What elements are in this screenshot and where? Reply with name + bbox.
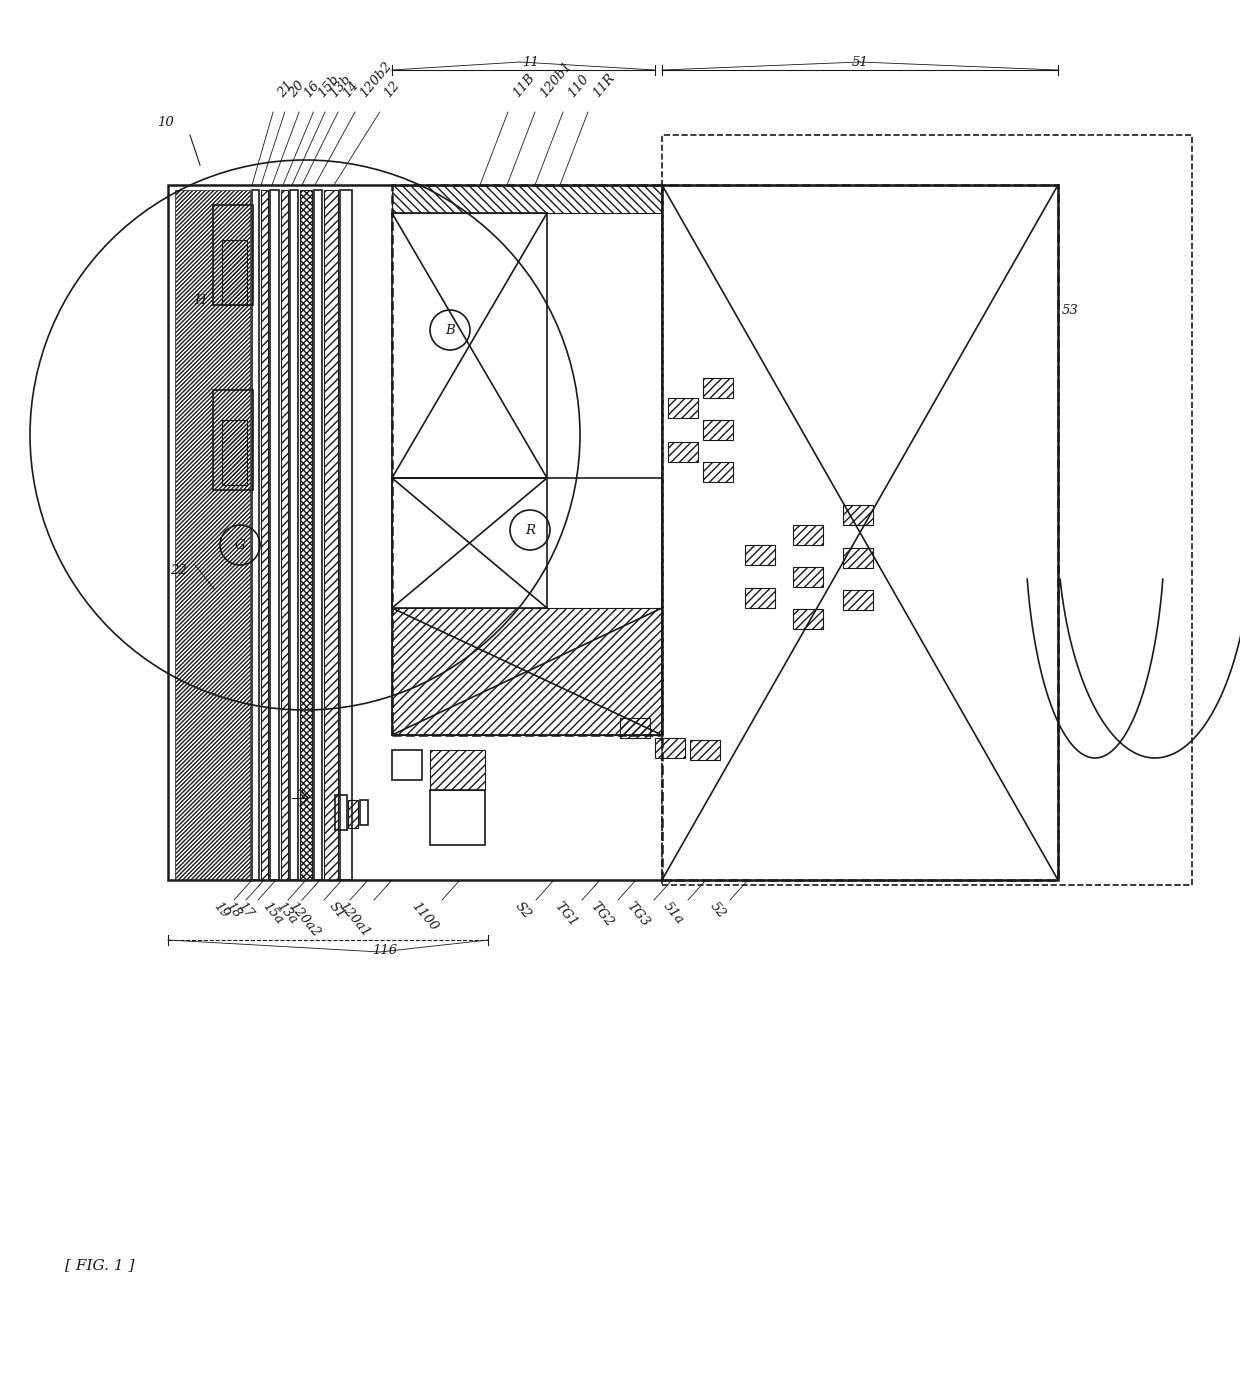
Text: 11R: 11R (590, 71, 618, 100)
Bar (392, 185, 662, 735)
Text: 120a2: 120a2 (285, 900, 322, 940)
Text: TG1: TG1 (552, 900, 580, 930)
Text: 11B: 11B (510, 71, 537, 100)
Bar (794, 609, 823, 629)
Bar (260, 190, 268, 879)
Bar (270, 190, 279, 879)
Bar (392, 213, 547, 478)
Bar (360, 800, 368, 824)
Text: H: H (195, 294, 206, 306)
Bar (794, 567, 823, 587)
Text: 12: 12 (382, 78, 403, 100)
Text: TG2: TG2 (588, 900, 616, 930)
Bar (392, 750, 422, 780)
Text: 110: 110 (565, 73, 591, 100)
Text: 53: 53 (1061, 304, 1079, 316)
Bar (290, 190, 298, 879)
Bar (430, 750, 485, 790)
Bar (703, 462, 733, 482)
Text: 16: 16 (301, 78, 322, 100)
Bar (662, 135, 1192, 885)
Text: 120a1: 120a1 (336, 900, 372, 940)
Text: 18: 18 (223, 900, 244, 921)
Bar (843, 548, 873, 567)
Text: 116: 116 (372, 944, 398, 956)
Text: 13a: 13a (274, 900, 300, 927)
Bar (620, 719, 650, 738)
Bar (703, 420, 733, 440)
Text: 19: 19 (211, 900, 232, 921)
Text: 17: 17 (236, 900, 255, 921)
Text: 22: 22 (170, 563, 186, 577)
Bar (222, 420, 247, 485)
Bar (222, 240, 247, 305)
Bar (252, 190, 259, 879)
Text: B: B (445, 323, 455, 337)
Bar (324, 190, 339, 879)
Text: 15a: 15a (260, 900, 286, 927)
Bar (392, 609, 662, 735)
Bar (794, 525, 823, 545)
Bar (213, 390, 253, 491)
Bar (392, 478, 547, 609)
Text: 51a: 51a (660, 900, 686, 927)
Text: TG3: TG3 (624, 900, 652, 930)
Text: 13b: 13b (327, 73, 353, 100)
Text: 15b: 15b (315, 73, 341, 100)
Text: [ FIG. 1 ]: [ FIG. 1 ] (66, 1259, 135, 1272)
Text: 120b1: 120b1 (537, 59, 574, 100)
Bar (340, 190, 352, 879)
Bar (335, 796, 347, 830)
Bar (703, 378, 733, 398)
Text: 120b2: 120b2 (357, 59, 394, 100)
Bar (843, 506, 873, 525)
Text: 14: 14 (340, 78, 361, 100)
Bar (314, 190, 322, 879)
Text: S1: S1 (327, 900, 348, 922)
Text: S2: S2 (513, 900, 534, 922)
Bar (430, 790, 485, 845)
Text: 21: 21 (275, 78, 296, 100)
Bar (745, 588, 775, 609)
Bar (281, 190, 288, 879)
Bar (167, 185, 1058, 879)
Text: 10: 10 (156, 115, 174, 129)
Bar (392, 478, 662, 735)
Text: R: R (525, 523, 534, 536)
Bar (668, 398, 698, 418)
Text: 1100: 1100 (408, 900, 440, 934)
Text: 51: 51 (852, 55, 868, 69)
Bar (348, 800, 358, 829)
Bar (662, 185, 1058, 879)
Bar (175, 190, 250, 879)
Bar (300, 190, 312, 879)
Bar (213, 205, 253, 305)
Text: 11: 11 (522, 55, 538, 69)
Text: 20: 20 (286, 78, 308, 100)
Bar (843, 589, 873, 610)
Bar (392, 185, 662, 213)
Bar (655, 738, 684, 758)
Text: G: G (234, 539, 246, 551)
Text: 52: 52 (707, 900, 728, 921)
Bar (745, 545, 775, 565)
Bar (689, 741, 720, 760)
Bar (668, 442, 698, 462)
